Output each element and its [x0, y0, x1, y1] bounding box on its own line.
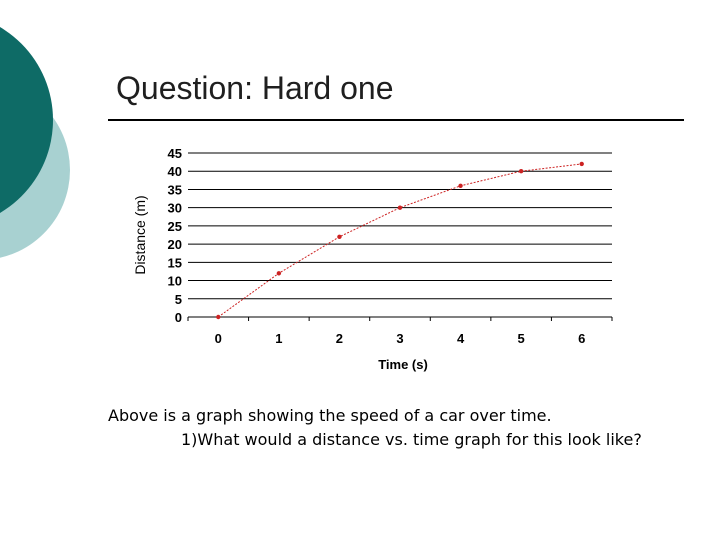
y-tick-label: 45: [168, 146, 182, 161]
y-axis-label: Distance (m): [132, 195, 148, 274]
dark-circle: [0, 27, 53, 213]
x-tick-label: 6: [578, 331, 585, 346]
y-tick-label: 40: [168, 164, 182, 179]
caption-line-1: Above is a graph showing the speed of a …: [108, 406, 552, 425]
data-point: [397, 205, 403, 210]
title-divider: [108, 119, 684, 121]
x-axis-label: Time (s): [378, 357, 428, 372]
x-tick-label: 2: [336, 331, 343, 346]
x-tick-label: 3: [396, 331, 403, 346]
x-tick-label: 1: [275, 331, 282, 346]
series-layer: [216, 161, 584, 320]
question-text: Above is a graph showing the speed of a …: [108, 404, 688, 452]
data-point: [579, 161, 584, 167]
x-tick-label: 5: [518, 331, 525, 346]
data-point: [337, 234, 342, 240]
slide-title: Question: Hard one: [116, 70, 394, 106]
y-tick-label: 5: [175, 292, 182, 307]
data-point: [276, 271, 282, 276]
decorative-circles: [0, 27, 70, 258]
grid-layer: [188, 152, 612, 300]
y-tick-label: 0: [175, 310, 182, 325]
y-tick-label: 30: [168, 201, 182, 216]
caption-line-2: 1)What would a distance vs. time graph f…: [181, 430, 642, 449]
x-tick-label: 0: [215, 331, 222, 346]
y-tick-label: 25: [168, 219, 182, 234]
series-line: [217, 163, 582, 318]
y-tick-label: 20: [168, 237, 182, 252]
y-tick-label: 35: [168, 182, 182, 197]
data-point: [518, 169, 524, 174]
data-point: [216, 314, 221, 320]
x-tick-label: 4: [457, 331, 465, 346]
y-tick-label: 15: [168, 255, 182, 270]
y-tick-label: 10: [168, 274, 182, 289]
data-point: [458, 183, 463, 188]
